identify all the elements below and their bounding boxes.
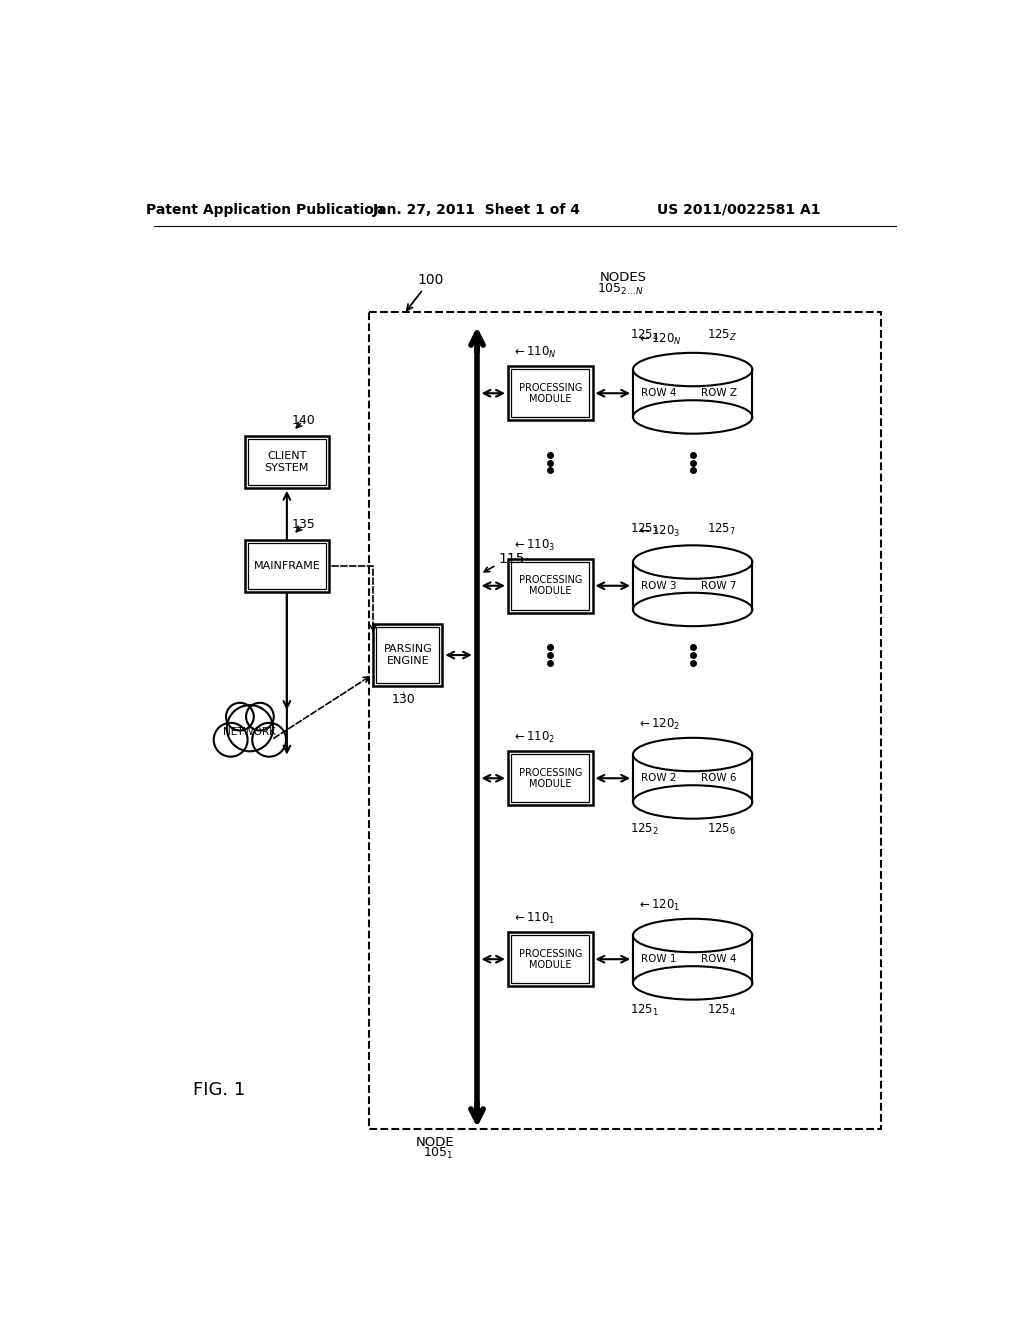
Text: NODES: NODES <box>600 271 647 284</box>
Text: 135: 135 <box>292 517 315 531</box>
Circle shape <box>228 710 271 754</box>
Text: MODULE: MODULE <box>529 586 571 597</box>
FancyBboxPatch shape <box>508 367 593 420</box>
Text: $\leftarrow 110_1$: $\leftarrow 110_1$ <box>512 911 555 927</box>
Text: PARSING: PARSING <box>383 644 432 653</box>
Text: 100: 100 <box>418 273 444 286</box>
Ellipse shape <box>633 966 753 999</box>
Text: ROW 1: ROW 1 <box>641 954 677 964</box>
Text: ROW 2: ROW 2 <box>641 774 677 783</box>
Text: Jan. 27, 2011  Sheet 1 of 4: Jan. 27, 2011 Sheet 1 of 4 <box>373 203 581 216</box>
Text: Patent Application Publication: Patent Application Publication <box>146 203 384 216</box>
Circle shape <box>252 723 286 756</box>
FancyBboxPatch shape <box>698 572 739 601</box>
Ellipse shape <box>633 593 753 626</box>
FancyBboxPatch shape <box>511 936 590 983</box>
Text: MODULE: MODULE <box>529 960 571 970</box>
Text: PROCESSING: PROCESSING <box>518 383 582 393</box>
Bar <box>633 936 753 983</box>
Text: ROW 4: ROW 4 <box>641 388 677 399</box>
Text: $\leftarrow 110_2$: $\leftarrow 110_2$ <box>512 730 555 744</box>
Text: NODE: NODE <box>416 1137 455 1148</box>
FancyBboxPatch shape <box>508 751 593 805</box>
Ellipse shape <box>633 738 753 771</box>
Text: MODULE: MODULE <box>529 779 571 788</box>
Ellipse shape <box>633 545 753 578</box>
Text: PROCESSING: PROCESSING <box>518 949 582 958</box>
FancyBboxPatch shape <box>698 379 739 408</box>
FancyBboxPatch shape <box>245 540 330 591</box>
Ellipse shape <box>633 919 753 952</box>
Text: ROW 7: ROW 7 <box>701 581 736 591</box>
Text: FIG. 1: FIG. 1 <box>193 1081 245 1100</box>
FancyBboxPatch shape <box>639 763 679 793</box>
Text: CLIENT: CLIENT <box>267 450 306 461</box>
Text: $125_4$: $125_4$ <box>708 1003 736 1018</box>
FancyBboxPatch shape <box>376 627 439 682</box>
Text: NETWORK: NETWORK <box>223 727 276 737</box>
FancyBboxPatch shape <box>245 436 330 488</box>
Text: $\leftarrow 110_N$: $\leftarrow 110_N$ <box>512 345 557 360</box>
Ellipse shape <box>633 352 753 387</box>
Text: ROW 6: ROW 6 <box>701 774 736 783</box>
Text: US 2011/0022581 A1: US 2011/0022581 A1 <box>657 203 820 216</box>
FancyBboxPatch shape <box>639 945 679 974</box>
FancyBboxPatch shape <box>511 755 590 803</box>
Text: 115: 115 <box>499 552 525 566</box>
Text: $125_3$: $125_3$ <box>631 523 659 537</box>
Text: PROCESSING: PROCESSING <box>518 768 582 777</box>
Ellipse shape <box>633 785 753 818</box>
FancyBboxPatch shape <box>639 379 679 408</box>
Text: ENGINE: ENGINE <box>386 656 429 667</box>
Text: MODULE: MODULE <box>529 393 571 404</box>
Bar <box>633 562 753 610</box>
Circle shape <box>226 705 273 751</box>
Text: MAINFRAME: MAINFRAME <box>254 561 321 570</box>
Text: $125_4$: $125_4$ <box>630 329 659 343</box>
Text: ROW 3: ROW 3 <box>641 581 677 591</box>
Text: $\leftarrow 120_2$: $\leftarrow 120_2$ <box>637 717 680 731</box>
Text: PROCESSING: PROCESSING <box>518 576 582 585</box>
Text: $\leftarrow 120_3$: $\leftarrow 120_3$ <box>637 524 680 539</box>
Text: $125_2$: $125_2$ <box>631 822 659 837</box>
Text: 130: 130 <box>392 693 416 706</box>
Text: 140: 140 <box>292 413 315 426</box>
Text: $125_7$: $125_7$ <box>708 523 736 537</box>
Text: $\leftarrow 120_1$: $\leftarrow 120_1$ <box>637 898 680 912</box>
Text: ROW 4: ROW 4 <box>701 954 736 964</box>
FancyBboxPatch shape <box>698 945 739 974</box>
FancyBboxPatch shape <box>508 932 593 986</box>
Circle shape <box>226 702 254 730</box>
FancyBboxPatch shape <box>511 370 590 417</box>
FancyBboxPatch shape <box>248 438 326 484</box>
Text: $125_Z$: $125_Z$ <box>707 329 737 343</box>
FancyBboxPatch shape <box>639 572 679 601</box>
Bar <box>633 370 753 417</box>
FancyBboxPatch shape <box>373 624 442 686</box>
Text: $105_1$: $105_1$ <box>423 1146 454 1160</box>
Circle shape <box>214 723 248 756</box>
FancyBboxPatch shape <box>511 562 590 610</box>
Bar <box>633 755 753 803</box>
FancyBboxPatch shape <box>698 763 739 793</box>
Text: $105_{2\ldots N}$: $105_{2\ldots N}$ <box>597 281 644 297</box>
Text: $125_1$: $125_1$ <box>631 1003 659 1018</box>
Text: $\leftarrow 120_N$: $\leftarrow 120_N$ <box>637 331 682 347</box>
Text: ROW Z: ROW Z <box>700 388 737 399</box>
FancyBboxPatch shape <box>248 543 326 589</box>
Text: $125_6$: $125_6$ <box>708 822 736 837</box>
FancyBboxPatch shape <box>508 558 593 612</box>
Text: SYSTEM: SYSTEM <box>264 463 309 473</box>
Text: $\leftarrow 110_3$: $\leftarrow 110_3$ <box>512 537 555 553</box>
Ellipse shape <box>633 400 753 434</box>
Circle shape <box>246 702 273 730</box>
